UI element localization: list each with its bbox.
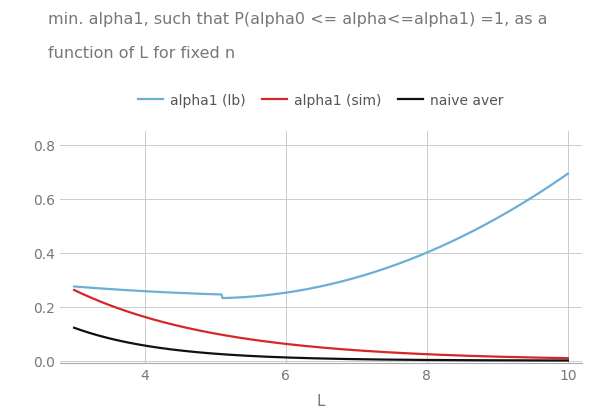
alpha1 (lb) — [564, 172, 571, 177]
alpha1 (lb) — [219, 296, 226, 301]
alpha1 (lb) — [71, 284, 78, 289]
alpha1 (lb) — [338, 279, 346, 284]
alpha1 (sim) — [364, 349, 371, 354]
alpha1 (lb) — [309, 286, 316, 291]
Line: alpha1 (lb): alpha1 (lb) — [74, 174, 568, 298]
alpha1 (lb) — [553, 179, 560, 184]
Legend: alpha1 (lb), alpha1 (sim), naive aver: alpha1 (lb), alpha1 (sim), naive aver — [133, 88, 509, 113]
naive aver — [475, 358, 482, 363]
naive aver — [71, 325, 78, 330]
naive aver — [308, 356, 315, 361]
alpha1 (lb) — [476, 225, 484, 230]
alpha1 (sim) — [564, 356, 571, 361]
Text: function of L for fixed n: function of L for fixed n — [48, 45, 235, 60]
alpha1 (lb) — [306, 287, 313, 292]
alpha1 (lb) — [365, 272, 373, 277]
alpha1 (sim) — [338, 347, 345, 352]
Text: min. alpha1, such that P(alpha0 <= alpha<=alpha1) =1, as a: min. alpha1, such that P(alpha0 <= alpha… — [48, 12, 548, 27]
naive aver — [564, 358, 571, 363]
alpha1 (sim) — [475, 354, 482, 359]
alpha1 (sim) — [553, 356, 560, 361]
alpha1 (sim) — [308, 344, 315, 349]
naive aver — [364, 357, 371, 362]
naive aver — [305, 356, 312, 361]
X-axis label: L: L — [317, 393, 325, 408]
alpha1 (sim) — [71, 288, 78, 293]
Line: naive aver: naive aver — [74, 328, 568, 361]
naive aver — [338, 356, 345, 361]
naive aver — [553, 358, 560, 363]
Line: alpha1 (sim): alpha1 (sim) — [74, 290, 568, 358]
alpha1 (sim) — [305, 344, 312, 349]
